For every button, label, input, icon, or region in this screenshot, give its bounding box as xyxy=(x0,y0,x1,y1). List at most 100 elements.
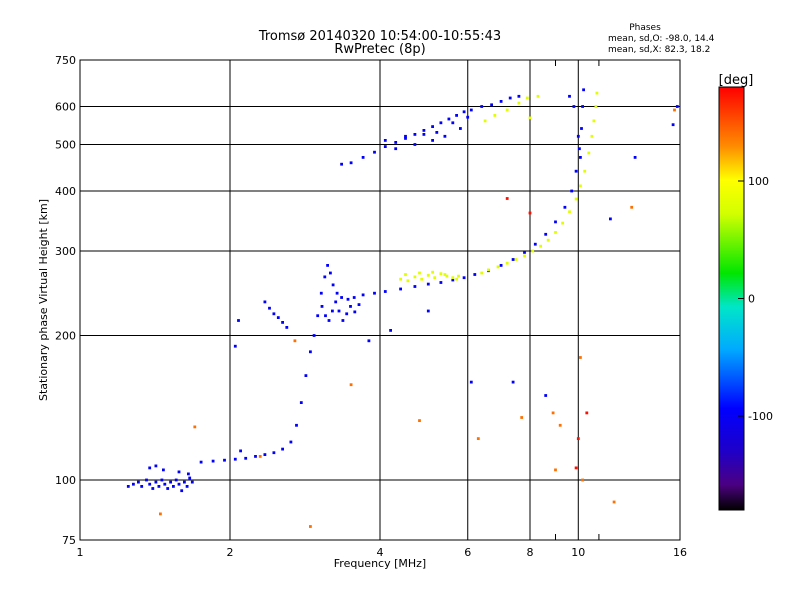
data-point xyxy=(592,119,596,123)
x-tick-label: 8 xyxy=(527,546,534,559)
y-tick-label: 100 xyxy=(55,474,76,487)
data-point xyxy=(443,273,447,276)
data-point xyxy=(320,305,324,308)
data-point xyxy=(551,411,555,415)
y-tick-label: 400 xyxy=(55,185,76,198)
data-point xyxy=(496,265,500,269)
data-point xyxy=(258,455,262,458)
data-point xyxy=(341,319,345,322)
data-point xyxy=(340,162,343,166)
x-tick-label: 10 xyxy=(571,546,585,559)
data-point xyxy=(373,291,376,295)
colorbar-label: [deg] xyxy=(719,73,754,88)
data-point xyxy=(263,453,267,456)
data-point xyxy=(508,96,512,100)
data-point xyxy=(476,437,480,440)
data-point xyxy=(422,129,426,132)
data-point xyxy=(422,133,426,136)
data-point xyxy=(172,485,175,488)
data-point xyxy=(630,205,634,209)
data-point xyxy=(490,103,493,107)
data-point xyxy=(244,456,248,460)
data-point xyxy=(517,94,521,98)
data-point xyxy=(574,466,578,470)
data-point xyxy=(480,105,484,108)
data-point xyxy=(331,309,334,313)
data-point xyxy=(582,88,585,92)
data-point xyxy=(583,169,587,173)
data-point xyxy=(528,116,532,120)
colorbar-tick-label: 100 xyxy=(748,175,769,188)
data-point xyxy=(163,482,167,486)
data-point xyxy=(546,238,550,242)
data-point xyxy=(675,105,679,108)
data-point xyxy=(323,275,327,279)
data-point xyxy=(525,96,529,100)
chart-title: Tromsø 20140320 10:54:00-10:55:43 xyxy=(258,29,501,44)
x-tick-label: 6 xyxy=(464,546,471,559)
data-point xyxy=(579,156,582,159)
data-point xyxy=(319,291,323,295)
data-point xyxy=(431,270,434,274)
data-point xyxy=(349,305,352,308)
data-point xyxy=(517,101,521,105)
data-point xyxy=(511,258,515,261)
data-point xyxy=(352,296,356,299)
y-tick-label: 75 xyxy=(62,534,76,547)
y-tick-label: 200 xyxy=(55,330,76,343)
data-point xyxy=(539,244,542,248)
data-point xyxy=(579,184,582,188)
data-point xyxy=(462,276,466,280)
data-point xyxy=(383,145,387,148)
data-point xyxy=(335,291,339,295)
data-point xyxy=(413,275,417,279)
data-point xyxy=(154,480,158,484)
data-point xyxy=(316,314,320,318)
data-point xyxy=(193,425,197,429)
data-point xyxy=(285,326,289,329)
data-point xyxy=(268,306,271,310)
data-point xyxy=(148,466,152,470)
data-point xyxy=(276,316,280,319)
colorbar-tick-label: 0 xyxy=(748,293,755,306)
data-point xyxy=(349,161,353,165)
colorbar-tick-label: -100 xyxy=(748,410,773,423)
data-point xyxy=(431,139,434,142)
data-point xyxy=(572,105,576,108)
data-point xyxy=(473,273,477,276)
data-point xyxy=(337,309,341,313)
data-point xyxy=(418,419,421,422)
y-tick-label: 750 xyxy=(55,54,76,67)
data-point xyxy=(439,272,443,276)
x-tick-label: 2 xyxy=(227,546,234,559)
data-point xyxy=(531,249,535,253)
data-point xyxy=(188,476,192,480)
data-point xyxy=(199,460,203,464)
data-point xyxy=(554,220,557,224)
x-axis-label: Frequency [MHz] xyxy=(334,557,426,570)
data-point xyxy=(544,394,548,397)
data-point xyxy=(293,339,297,343)
data-point xyxy=(413,285,417,288)
data-point xyxy=(151,487,155,490)
data-point xyxy=(426,282,430,286)
data-point xyxy=(574,169,578,173)
data-point xyxy=(581,105,584,108)
data-point xyxy=(612,500,616,504)
data-point xyxy=(345,312,349,316)
data-point xyxy=(340,296,343,299)
data-point xyxy=(326,264,329,267)
data-point xyxy=(455,277,458,281)
data-points xyxy=(126,88,679,528)
data-point xyxy=(263,300,267,304)
data-point xyxy=(533,242,537,246)
data-point xyxy=(580,127,583,130)
data-point xyxy=(162,468,165,472)
data-point xyxy=(499,264,503,267)
data-point xyxy=(309,350,312,354)
data-point xyxy=(223,458,226,462)
data-point xyxy=(554,468,557,472)
data-point xyxy=(462,110,466,114)
data-point xyxy=(137,480,140,484)
data-point xyxy=(576,134,580,138)
